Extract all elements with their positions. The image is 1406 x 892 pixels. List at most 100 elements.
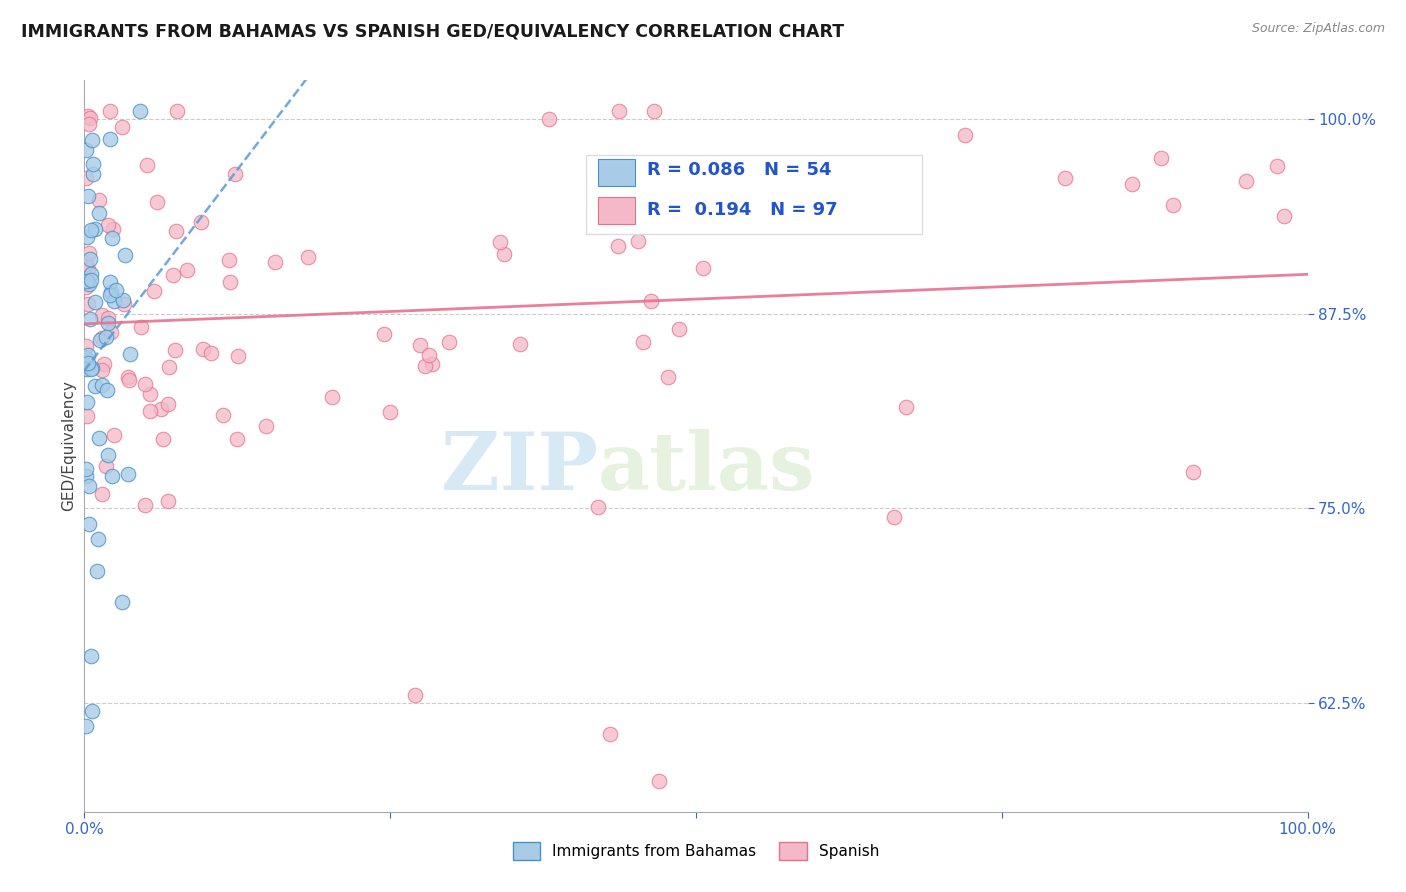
Point — [607, 238, 630, 252]
Point — [84, 378, 107, 392]
Point — [128, 104, 150, 119]
Point — [675, 215, 697, 229]
Point — [93, 357, 115, 371]
Point — [100, 325, 122, 339]
Point — [80, 267, 103, 281]
Y-axis label: GED/Equivalency: GED/Equivalency — [60, 381, 76, 511]
Point — [100, 288, 122, 302]
Point — [813, 198, 835, 212]
Point — [75, 170, 97, 185]
Point — [89, 333, 111, 347]
Point — [89, 193, 111, 207]
Point — [1267, 159, 1289, 173]
Text: R = 0.086   N = 54: R = 0.086 N = 54 — [647, 161, 831, 179]
Point — [321, 390, 343, 404]
Point — [82, 168, 104, 182]
Point — [75, 144, 97, 158]
Point — [138, 387, 160, 401]
Point — [80, 223, 103, 237]
Point — [609, 104, 631, 119]
Point — [82, 133, 104, 147]
Point — [710, 199, 733, 213]
Point — [165, 224, 187, 238]
Point — [76, 230, 98, 244]
Point — [100, 285, 122, 299]
Point — [77, 478, 100, 492]
Point — [1182, 465, 1205, 479]
Point — [75, 462, 97, 476]
Legend: Immigrants from Bahamas, Spanish: Immigrants from Bahamas, Spanish — [506, 836, 886, 866]
Point — [80, 704, 103, 718]
Point — [79, 362, 101, 376]
Point — [413, 359, 436, 373]
Point — [77, 277, 100, 292]
Point — [599, 727, 621, 741]
Point — [643, 104, 665, 119]
Point — [75, 469, 97, 483]
Point — [112, 297, 135, 311]
Point — [657, 370, 679, 384]
Point — [129, 320, 152, 334]
Point — [146, 194, 169, 209]
Point — [648, 773, 671, 788]
Point — [218, 252, 240, 267]
Point — [143, 285, 166, 299]
Point — [111, 120, 134, 134]
Point — [118, 373, 141, 387]
FancyBboxPatch shape — [598, 196, 636, 225]
FancyBboxPatch shape — [598, 159, 636, 186]
Point — [157, 359, 180, 374]
Point — [101, 468, 124, 483]
Text: R =  0.194   N = 97: R = 0.194 N = 97 — [647, 201, 838, 219]
Point — [77, 188, 100, 202]
Point — [156, 397, 179, 411]
Point — [118, 347, 141, 361]
Point — [111, 594, 134, 608]
Point — [77, 117, 100, 131]
FancyBboxPatch shape — [586, 155, 922, 234]
Point — [77, 245, 100, 260]
Point — [176, 263, 198, 277]
Point — [1121, 178, 1143, 192]
Point — [79, 252, 101, 267]
Point — [75, 351, 97, 365]
Point — [692, 261, 714, 276]
Point — [1272, 209, 1295, 223]
Point — [91, 331, 114, 345]
Point — [408, 338, 430, 352]
Point — [418, 348, 440, 362]
Point — [103, 428, 125, 442]
Text: IMMIGRANTS FROM BAHAMAS VS SPANISH GED/EQUIVALENCY CORRELATION CHART: IMMIGRANTS FROM BAHAMAS VS SPANISH GED/E… — [21, 22, 844, 40]
Point — [263, 255, 285, 269]
Point — [97, 448, 120, 462]
Point — [162, 268, 184, 283]
Point — [82, 157, 104, 171]
Point — [114, 248, 136, 262]
Point — [631, 335, 654, 350]
Point — [640, 293, 662, 308]
Point — [538, 112, 561, 127]
Point — [101, 222, 124, 236]
Point — [87, 431, 110, 445]
Point — [84, 222, 107, 236]
Point — [96, 383, 118, 397]
Point — [90, 362, 112, 376]
Point — [373, 326, 395, 341]
Point — [896, 401, 918, 415]
Point — [163, 343, 186, 357]
Point — [157, 494, 180, 508]
Point — [101, 231, 124, 245]
Text: ZIP: ZIP — [441, 429, 598, 507]
Point — [212, 408, 235, 422]
Point — [77, 517, 100, 532]
Point — [80, 649, 103, 664]
Point — [883, 510, 905, 524]
Point — [97, 317, 120, 331]
Point — [97, 218, 120, 232]
Point — [586, 500, 609, 515]
Point — [76, 356, 98, 370]
Point — [1161, 198, 1184, 212]
Text: Source: ZipAtlas.com: Source: ZipAtlas.com — [1251, 22, 1385, 36]
Point — [77, 109, 100, 123]
Point — [87, 533, 110, 547]
